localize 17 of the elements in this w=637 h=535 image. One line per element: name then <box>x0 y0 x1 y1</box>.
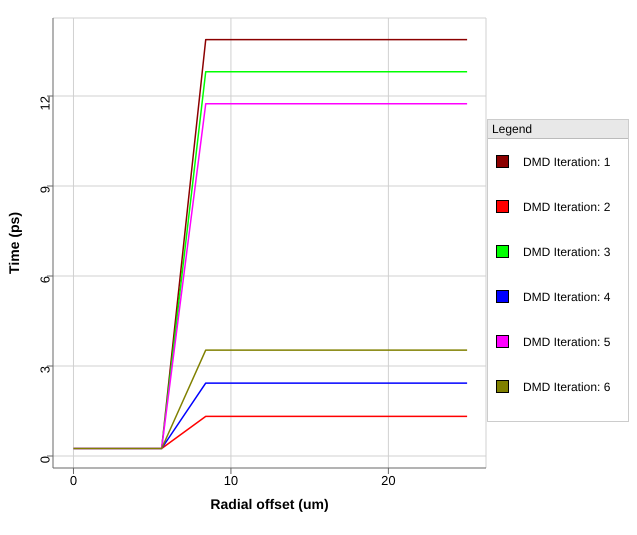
y-tick-label: 12 <box>38 96 53 110</box>
x-tick-label: 10 <box>224 473 238 488</box>
legend-label: DMD Iteration: 5 <box>523 334 610 348</box>
x-tick-label: 20 <box>381 473 396 488</box>
legend-label: DMD Iteration: 3 <box>523 244 610 258</box>
y-tick-label: 9 <box>38 186 53 194</box>
x-tick-label: 0 <box>70 473 78 488</box>
x-axis-title: Radial offset (um) <box>210 496 329 512</box>
y-axis-title: Time (ps) <box>6 212 22 274</box>
y-tick-label: 3 <box>38 366 53 374</box>
legend-label: DMD Iteration: 6 <box>523 380 610 394</box>
legend-label: DMD Iteration: 2 <box>523 200 610 214</box>
y-tick-label: 0 <box>38 456 53 464</box>
y-tick-label: 6 <box>38 276 53 284</box>
legend-title: Legend <box>488 120 628 139</box>
legend-label: DMD Iteration: 4 <box>523 290 610 304</box>
legend-label: DMD Iteration: 1 <box>523 154 610 168</box>
